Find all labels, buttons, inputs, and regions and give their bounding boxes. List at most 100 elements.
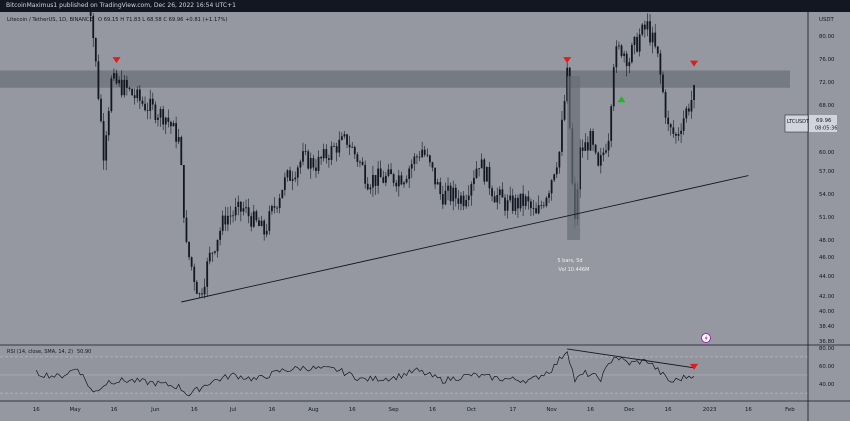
candle-body (612, 67, 615, 107)
candle-body (315, 167, 317, 171)
time-tick-label: 2023 (703, 407, 717, 413)
candle-body (485, 166, 488, 182)
time-tick-label: 16 (429, 407, 436, 413)
lightning-icon (704, 335, 708, 342)
candle-body (296, 167, 299, 178)
time-tick-label: Aug (308, 407, 319, 413)
candle-body (483, 159, 486, 182)
candle-body (594, 144, 597, 153)
candle-body (467, 195, 470, 200)
candle-body (343, 134, 346, 137)
candle-body (462, 195, 465, 207)
candle-body (159, 109, 162, 118)
candle-body (138, 89, 141, 101)
time-tick-label: 16 (349, 407, 356, 413)
price-tick-label: 36.80 (819, 339, 835, 345)
candle-body (677, 133, 680, 136)
price-tick-label: 40.00 (819, 309, 835, 315)
candle-body (423, 149, 426, 155)
candle-body (382, 177, 385, 183)
candle-body (675, 133, 677, 136)
candle-body (527, 196, 530, 202)
ascending-support-line (181, 175, 749, 303)
ticker-text: LTCUSDT (787, 119, 810, 125)
price-tick-label: 42.00 (819, 294, 835, 300)
candle-body (501, 189, 504, 198)
candle-body (89, 12, 92, 16)
candle-body (164, 117, 167, 125)
candle-body (193, 266, 196, 282)
alert-badge[interactable] (701, 333, 711, 343)
price-tick-label: 68.00 (819, 103, 835, 109)
candle-body (680, 130, 683, 134)
candle-body (136, 89, 139, 99)
candle-body (646, 21, 649, 30)
candle-body (348, 144, 351, 148)
countdown-text: 08:05:36 (815, 126, 837, 132)
candle-body (216, 239, 219, 252)
candle-body (359, 161, 361, 163)
time-tick-label: 16 (191, 407, 198, 413)
candle-body (102, 121, 105, 161)
rsi-tick-label: 40.00 (819, 382, 835, 388)
legend-ohlc: O 69.15 H 71.83 L 68.58 C 69.96 +0.81 (+… (98, 17, 228, 23)
candle-body (517, 197, 519, 209)
time-tick-label: 16 (268, 407, 275, 413)
candle-body (545, 197, 548, 206)
candle-body (690, 100, 693, 112)
candle-body (532, 208, 535, 209)
axis-layer: USDT 36.80 38.40 40.00 42.00 44.00 46.00 48.00 5… (0, 12, 850, 421)
price-axis-panel (808, 12, 850, 421)
candle-body (304, 151, 307, 152)
candle-body (563, 101, 566, 120)
candle-body (669, 124, 672, 128)
candle-body (470, 184, 473, 196)
candle-body (584, 142, 587, 151)
chart-canvas[interactable]: USDT 36.80 38.40 40.00 42.00 44.00 46.00 48.00 5… (0, 12, 850, 421)
candle-body (638, 34, 641, 52)
price-tick-label: 48.00 (819, 238, 835, 244)
rsi-line (35, 350, 695, 397)
time-tick-label: 16 (745, 407, 752, 413)
time-tick-label: Feb (785, 407, 795, 413)
candle-body (219, 230, 222, 240)
bar-measure-box (567, 76, 581, 240)
candle-body (387, 169, 390, 176)
candle-body (589, 131, 592, 151)
candle-body (221, 215, 224, 231)
candle-body (667, 117, 670, 125)
price-tag (809, 115, 837, 132)
candle-body (586, 142, 589, 151)
candle-body (488, 166, 491, 189)
candle-body (144, 103, 146, 111)
candle-body (535, 208, 537, 214)
candle-body (605, 150, 607, 153)
candle-body (524, 196, 527, 206)
candle-body (105, 135, 108, 161)
price-text: 69.96 (816, 118, 832, 124)
candle-body (540, 205, 543, 206)
candle-body (662, 74, 664, 93)
candle-body (550, 180, 553, 194)
candle-body (120, 79, 123, 96)
time-tick-label: May (70, 407, 82, 413)
ticker-tag (784, 114, 809, 133)
price-tick-label: 51.00 (819, 215, 835, 221)
candle-body (260, 220, 263, 227)
time-tick-label: 16 (111, 407, 118, 413)
candle-body (325, 149, 328, 159)
candle-body (493, 196, 496, 203)
candle-body (203, 286, 206, 295)
red-triangle-down-icon (690, 363, 699, 370)
rsi-tick-label: 80.00 (819, 346, 835, 352)
candle-body (263, 220, 266, 235)
publisher-header: BitcoinMaximus1 published on TradingView… (0, 0, 850, 12)
candle-body (92, 15, 95, 39)
candle-body (434, 167, 436, 185)
candle-body (377, 168, 380, 186)
rsi-divergence-line (567, 348, 695, 369)
candle-body (623, 53, 626, 56)
candle-body (312, 157, 315, 168)
resistance-zone (0, 70, 790, 88)
